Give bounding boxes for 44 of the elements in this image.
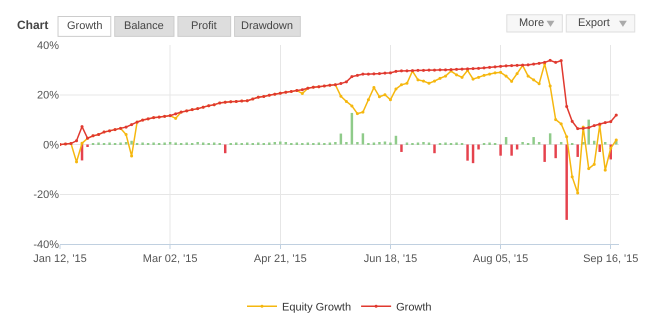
y-tick-label: -40% [33,238,60,251]
x-tick-label: Jan 12, '15 [33,253,87,266]
bar [532,137,535,144]
text: Balance [124,20,164,32]
x-tick-label: Aug 05, '15 [472,253,528,266]
bar [400,144,403,152]
legend-label: Equity Growth [282,302,352,314]
bar [350,112,354,144]
text: Growth [67,20,102,32]
x-tick-label: Sep 16, '15 [583,253,638,266]
bar [516,144,518,150]
y-tick-label: -20% [33,189,60,202]
bar [477,144,480,150]
bar [340,134,342,144]
text: Drawdown [241,20,293,32]
legend-label: Growth [396,302,432,314]
bar [472,144,474,164]
bar [510,144,513,156]
x-tick-label: Jun 18, '15 [364,253,418,266]
bar [362,133,364,144]
y-tick-label: 0% [43,139,60,152]
bar [224,144,226,154]
bar [504,137,508,144]
bar [130,140,133,144]
text: More [519,17,544,29]
bar [592,140,596,144]
y-tick-label: 20% [36,90,60,102]
bar [598,144,601,152]
text: Profit [191,20,217,32]
chart-title: Chart [17,18,48,32]
bar [499,144,502,156]
bar [543,144,546,162]
bar [466,144,469,161]
bar [384,142,386,144]
bar [576,144,579,157]
bar [548,133,552,144]
bar [565,144,568,220]
bar [279,142,282,144]
x-tick-label: Apr 21, '15 [254,253,307,266]
bar [554,144,557,158]
x-tick-label: Mar 02, '15 [142,253,198,266]
text: Export [578,17,610,29]
bar [394,136,398,144]
y-tick-label: 40% [36,40,60,52]
